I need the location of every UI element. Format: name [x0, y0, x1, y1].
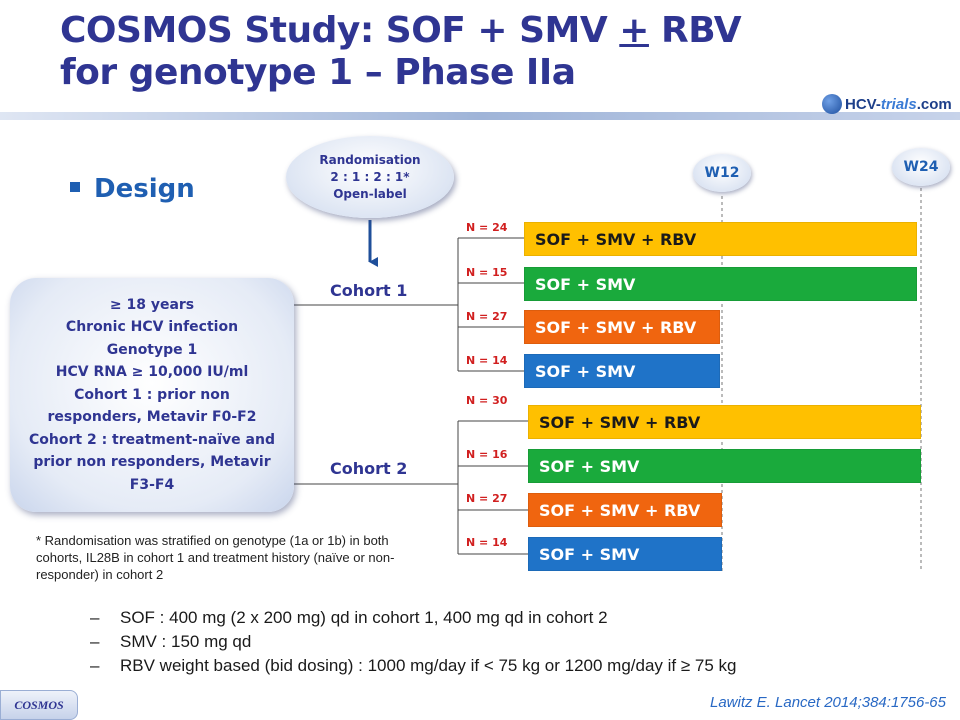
title-plus-minus: + — [619, 10, 649, 51]
dosing-item-smv: – SMV : 150 mg qd — [90, 630, 940, 654]
section-heading: Design — [70, 174, 195, 204]
hcv-trials-logo: HCV-trials.com — [822, 90, 952, 118]
title-part-a: COSMOS Study: SOF + SMV — [60, 10, 620, 51]
title-line-2: for genotype 1 – Phase IIa — [60, 52, 576, 93]
dosing-text: SMV : 150 mg qd — [120, 632, 252, 651]
arm-bar-cohort2-sof-smv-rbv-12w: SOF + SMV + RBV — [528, 493, 722, 527]
eligibility-criteria-box: ≥ 18 years Chronic HCV infection Genotyp… — [10, 278, 294, 512]
title-part-b: RBV — [648, 10, 742, 51]
arm-bar-cohort1-sof-smv-rbv-24w: SOF + SMV + RBV — [524, 222, 917, 256]
cohort-1-label: Cohort 1 — [330, 281, 408, 300]
arm-n-label: N = 27 — [466, 310, 508, 323]
arm-n-label: N = 14 — [466, 536, 508, 549]
logo-suffix: .com — [916, 95, 952, 113]
section-label: Design — [94, 174, 195, 204]
dosing-item-rbv: – RBV weight based (bid dosing) : 1000 mg… — [90, 654, 940, 678]
arm-bar-cohort2-sof-smv-12w: SOF + SMV — [528, 537, 722, 571]
logo-prefix: HCV- — [845, 95, 881, 113]
criterion-age: ≥ 18 years — [109, 296, 195, 313]
dash-marker: – — [90, 608, 100, 627]
criterion-rna: HCV RNA ≥ 10,000 IU/ml — [55, 364, 249, 381]
dash-marker: – — [90, 632, 100, 651]
dosing-list: – SOF : 400 mg (2 x 200 mg) qd in cohort … — [90, 606, 940, 678]
arm-bar-cohort2-sof-smv-rbv-24w: SOF + SMV + RBV — [528, 405, 921, 439]
logo-text: HCV-trials.com — [845, 96, 952, 113]
title-line-1: COSMOS Study: SOF + SMV + RBV — [60, 10, 820, 52]
dosing-item-sof: – SOF : 400 mg (2 x 200 mg) qd in cohort … — [90, 606, 940, 630]
cohort-2-label: Cohort 2 — [330, 459, 408, 478]
arm-bar-cohort1-sof-smv-24w: SOF + SMV — [524, 267, 917, 301]
arm-bar-cohort2-sof-smv-24w: SOF + SMV — [528, 449, 921, 483]
randomisation-design: Open-label — [333, 186, 407, 201]
arm-bar-cohort1-sof-smv-12w: SOF + SMV — [524, 354, 720, 388]
arm-n-label: N = 27 — [466, 492, 508, 505]
criterion-cohort1-a: Cohort 1 : prior non — [74, 386, 230, 403]
square-bullet-icon — [70, 181, 80, 192]
criterion-genotype: Genotype 1 — [106, 341, 198, 358]
criterion-cohort2-a: Cohort 2 : treatment-naïve and — [29, 431, 275, 448]
criterion-infection: Chronic HCV infection — [65, 319, 239, 336]
randomisation-label: Randomisation — [319, 152, 421, 167]
randomisation-oval: Randomisation 2 : 1 : 2 : 1* Open-label — [286, 136, 454, 218]
arm-n-label: N = 30 — [466, 394, 508, 407]
week-24-marker: W24 — [892, 148, 950, 186]
citation: Lawitz E. Lancet 2014;384:1756-65 — [709, 694, 946, 711]
dash-marker: – — [90, 656, 100, 675]
logo-mid: trials — [880, 95, 917, 113]
globe-icon — [822, 94, 842, 114]
title-divider — [0, 112, 960, 120]
randomisation-footnote: * Randomisation was stratified on genoty… — [36, 533, 395, 582]
randomisation-ratio: 2 : 1 : 2 : 1* — [330, 169, 410, 184]
criterion-cohort2-b: prior non responders, Metavir — [33, 454, 271, 471]
dosing-text: RBV weight based (bid dosing) : 1000 mg/… — [120, 656, 737, 675]
criterion-cohort1-b: responders, Metavir F0-F2 — [47, 409, 257, 426]
criterion-cohort2-c: F3-F4 — [129, 476, 175, 493]
arm-n-label: N = 24 — [466, 221, 508, 234]
arm-n-label: N = 14 — [466, 354, 508, 367]
week-12-marker: W12 — [693, 154, 751, 192]
study-tag: COSMOS — [0, 690, 78, 720]
dosing-text: SOF : 400 mg (2 x 200 mg) qd in cohort 1… — [120, 608, 608, 627]
arm-bar-cohort1-sof-smv-rbv-12w: SOF + SMV + RBV — [524, 310, 720, 344]
arm-n-label: N = 15 — [466, 266, 508, 279]
arm-n-label: N = 16 — [466, 448, 508, 461]
slide-title: COSMOS Study: SOF + SMV + RBV for genoty… — [60, 10, 820, 94]
